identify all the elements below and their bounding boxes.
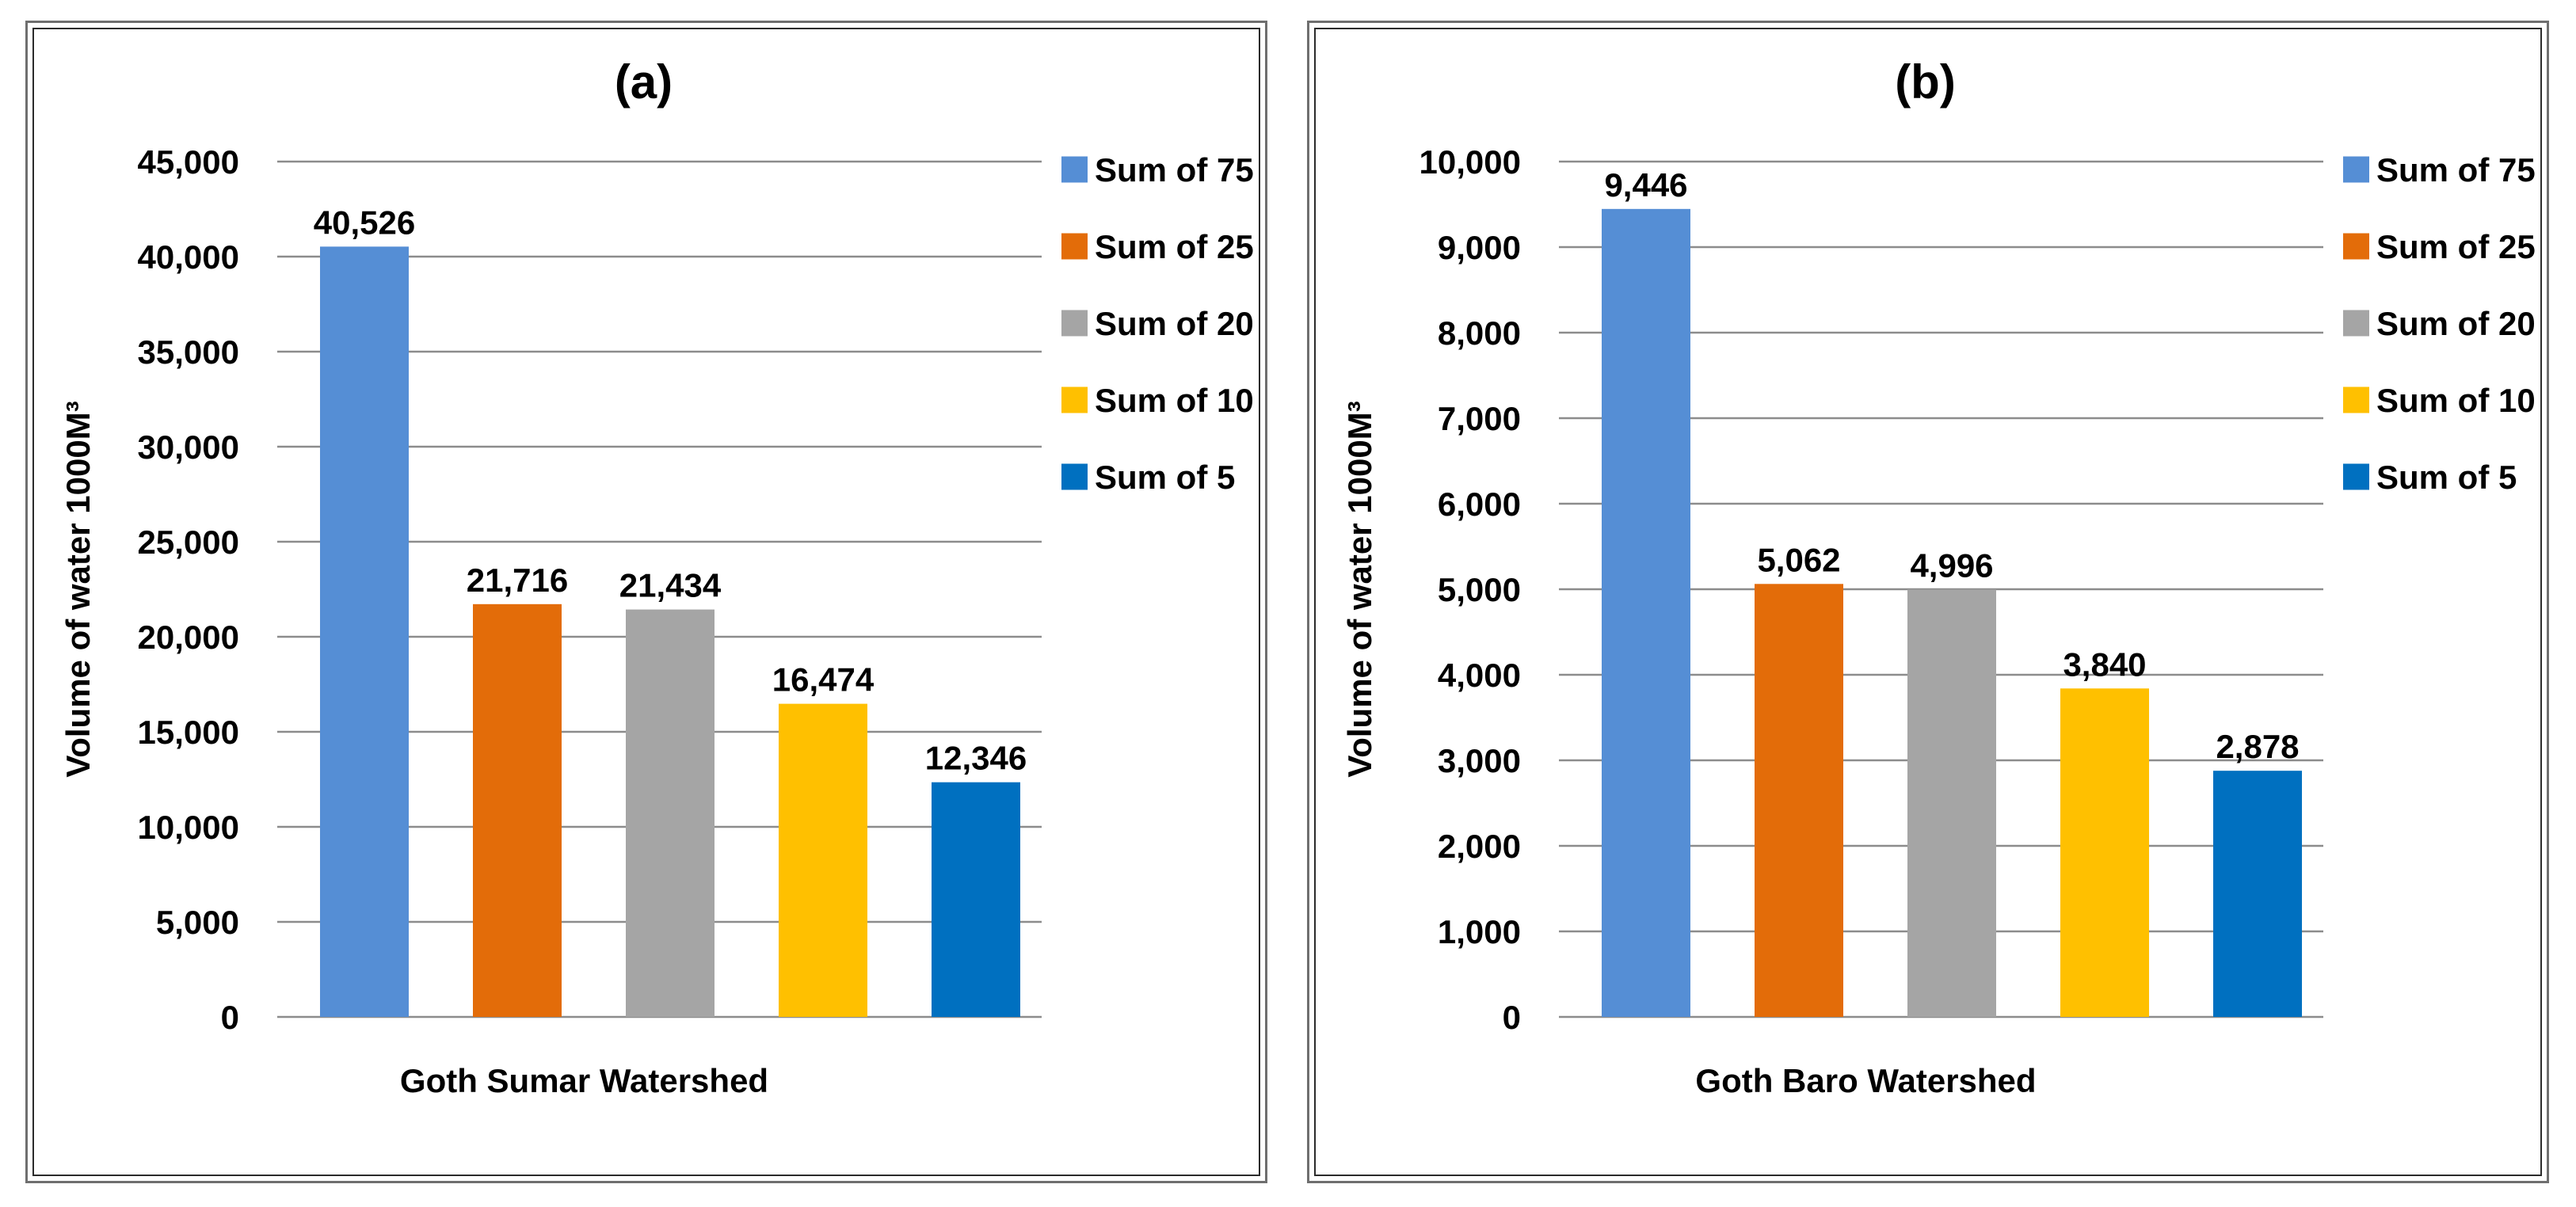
bar-sum-of-5 xyxy=(932,782,1020,1017)
data-label: 21,716 xyxy=(467,562,568,599)
data-label: 16,474 xyxy=(772,661,875,699)
chart-title: (a) xyxy=(615,55,673,109)
legend-label: Sum of 75 xyxy=(2376,151,2536,188)
y-tick-label: 4,000 xyxy=(1438,657,1521,694)
chart-a: (a) 0 5,000 10,000 15,000 20,000 25,000 30,000 3… xyxy=(59,55,1254,1099)
legend-label: Sum of 10 xyxy=(1095,382,1254,419)
y-tick-label: 0 xyxy=(221,999,239,1036)
bar-sum-of-20 xyxy=(1907,589,1996,1017)
y-axis-label: Volume of water 1000M³ xyxy=(59,401,97,777)
bar-sum-of-20 xyxy=(626,609,714,1017)
y-axis-label: Volume of water 1000M³ xyxy=(1341,401,1378,777)
y-tick-label: 5,000 xyxy=(156,904,239,941)
legend-swatch xyxy=(2343,386,2369,413)
bar-sum-of-10 xyxy=(779,703,867,1017)
legend-label: Sum of 20 xyxy=(1095,305,1254,342)
bar-sum-of-75 xyxy=(1602,208,1690,1017)
y-tick-label: 35,000 xyxy=(138,333,239,371)
y-tick-label: 30,000 xyxy=(138,428,239,466)
y-tick-label: 6,000 xyxy=(1438,485,1521,523)
legend-label: Sum of 25 xyxy=(2376,228,2536,265)
bar-sum-of-5 xyxy=(2213,771,2302,1017)
legend-swatch xyxy=(2343,156,2369,183)
x-axis-label: Goth Baro Watershed xyxy=(1695,1062,2036,1099)
chart-panel-a: (a) 0 5,000 10,000 15,000 20,000 25,000 30,000 3… xyxy=(25,21,1267,1183)
legend-swatch xyxy=(1061,156,1088,183)
data-label: 40,526 xyxy=(314,204,415,241)
y-tick-label: 7,000 xyxy=(1438,400,1521,437)
y-tick-label: 20,000 xyxy=(138,619,239,656)
y-tick-label: 9,000 xyxy=(1438,229,1521,266)
bar-sum-of-75 xyxy=(320,246,409,1018)
legend-swatch xyxy=(1061,463,1088,490)
legend-swatch xyxy=(2343,463,2369,490)
y-tick-label: 10,000 xyxy=(1419,143,1521,181)
bar-sum-of-25 xyxy=(473,604,562,1017)
legend-label: Sum of 5 xyxy=(2376,459,2517,496)
data-label: 5,062 xyxy=(1757,541,1840,578)
bar-sum-of-25 xyxy=(1755,584,1843,1017)
data-label: 2,878 xyxy=(2216,728,2299,765)
legend-label: Sum of 75 xyxy=(1095,151,1254,188)
data-label: 12,346 xyxy=(925,740,1027,777)
y-tick-label: 10,000 xyxy=(138,809,239,846)
legend-label: Sum of 25 xyxy=(1095,228,1254,265)
y-tick-label: 1,000 xyxy=(1438,913,1521,950)
legend-swatch xyxy=(2343,310,2369,337)
y-tick-label: 0 xyxy=(1503,999,1521,1036)
legend-swatch xyxy=(2343,233,2369,260)
y-tick-label: 5,000 xyxy=(1438,571,1521,608)
legend-label: Sum of 10 xyxy=(2376,382,2536,419)
y-tick-label: 8,000 xyxy=(1438,314,1521,352)
data-label: 21,434 xyxy=(619,567,722,604)
x-axis-label: Goth Sumar Watershed xyxy=(400,1062,768,1099)
chart-title: (b) xyxy=(1895,55,1956,109)
y-tick-label: 2,000 xyxy=(1438,828,1521,865)
data-label: 3,840 xyxy=(2063,645,2146,683)
legend-swatch xyxy=(1061,386,1088,413)
y-tick-label: 45,000 xyxy=(138,143,239,181)
legend-label: Sum of 20 xyxy=(2376,305,2536,342)
y-tick-label: 40,000 xyxy=(138,238,239,276)
legend-swatch xyxy=(1061,233,1088,260)
chart-b: (b) 0 1,000 2,000 3,000 4,000 5,000 6,000 7,000 8… xyxy=(1341,55,2536,1099)
data-label: 9,446 xyxy=(1604,166,1687,204)
legend-swatch xyxy=(1061,310,1088,337)
y-tick-label: 25,000 xyxy=(138,524,239,561)
data-label: 4,996 xyxy=(1910,546,1993,584)
y-tick-label: 15,000 xyxy=(138,714,239,751)
bar-sum-of-10 xyxy=(2060,688,2149,1017)
y-tick-label: 3,000 xyxy=(1438,742,1521,779)
legend-label: Sum of 5 xyxy=(1095,459,1235,496)
chart-panel-b: (b) 0 1,000 2,000 3,000 4,000 5,000 6,000 7,000 8… xyxy=(1307,21,2549,1183)
